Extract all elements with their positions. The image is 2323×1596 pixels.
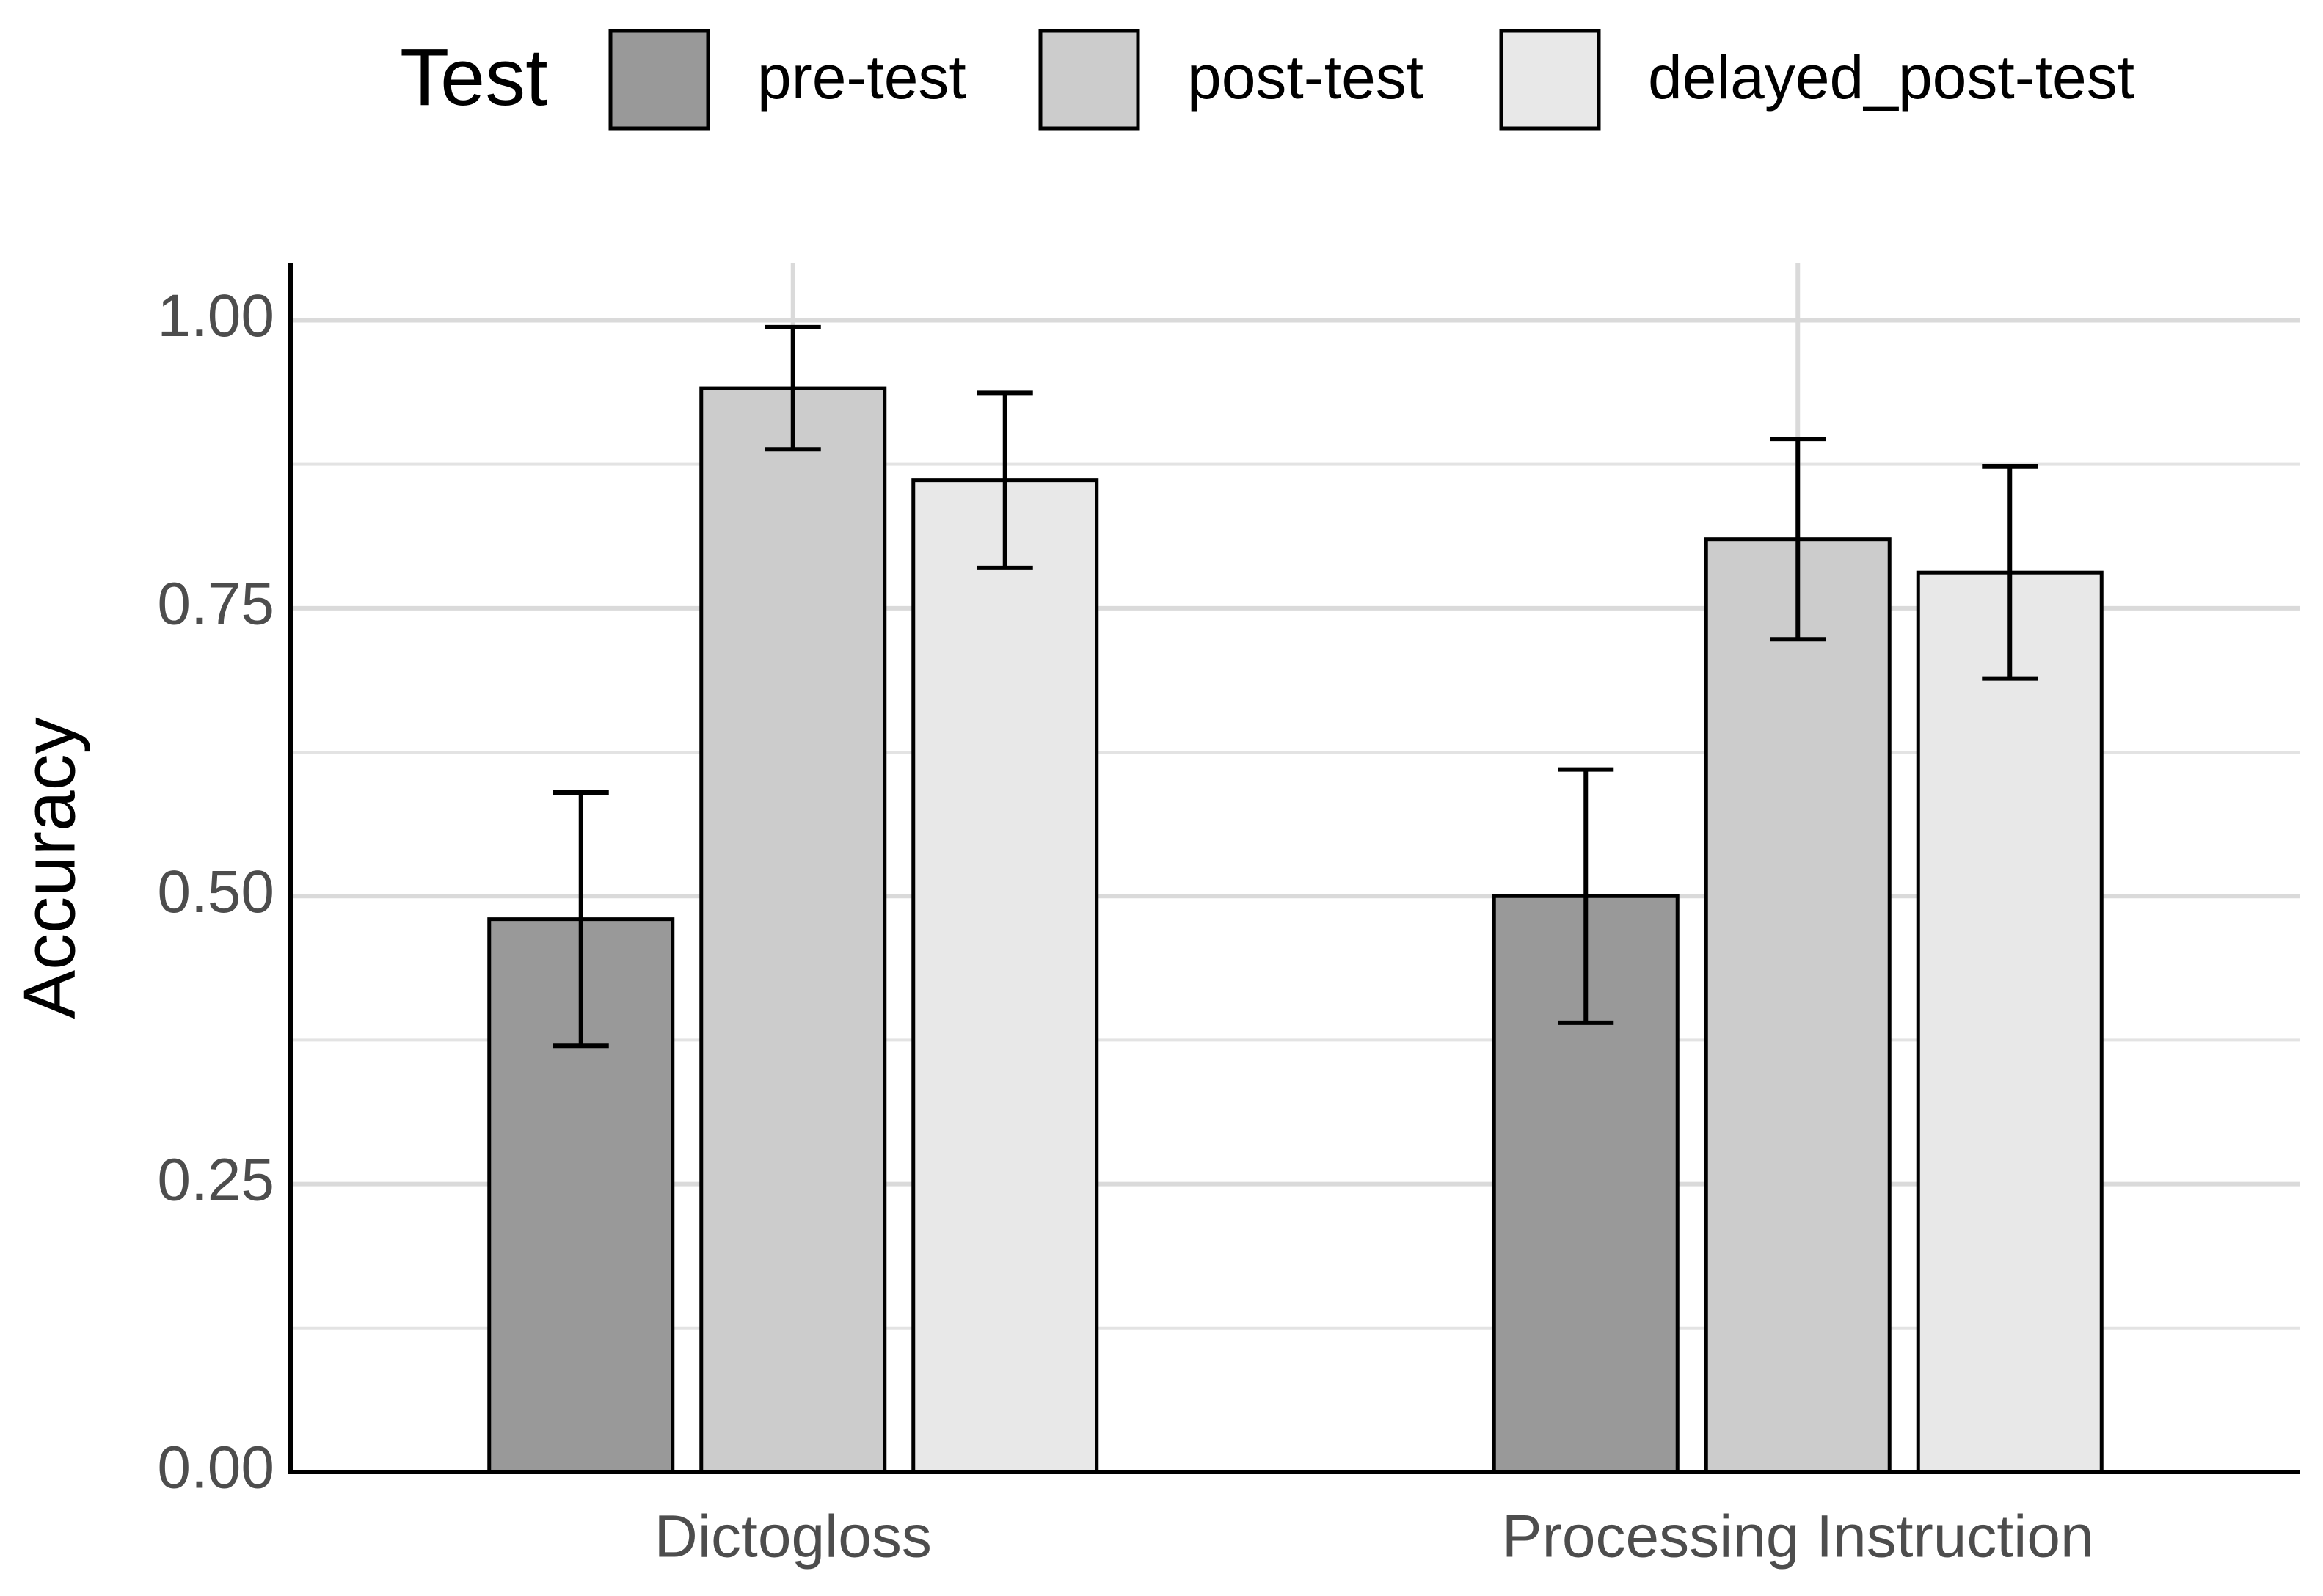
error-bar: [977, 390, 1033, 570]
error-bar: [1558, 767, 1614, 1025]
error-bar: [1982, 464, 2038, 681]
legend-label: post-test: [1187, 43, 1423, 112]
y-tick-label: 0.00: [157, 1435, 274, 1501]
legend-key: [1038, 29, 1140, 131]
y-tick-label: 0.50: [157, 859, 274, 925]
x-tick-label: Processing Instruction: [1502, 1504, 2094, 1570]
x-tick-label: Dictogloss: [654, 1504, 932, 1570]
error-bar: [1770, 437, 1826, 642]
bar: [1916, 570, 2104, 1474]
y-axis-title: Accuracy: [8, 717, 90, 1019]
error-bar: [765, 324, 821, 452]
bar: [1704, 537, 1892, 1474]
bar: [699, 386, 887, 1474]
y-tick-label: 0.75: [157, 571, 274, 638]
legend-label: pre-test: [757, 43, 966, 112]
error-bar: [553, 790, 609, 1049]
y-tick-label: 0.25: [157, 1146, 274, 1213]
y-tick-label: 1.00: [157, 283, 274, 349]
legend-label: delayed_post-test: [1648, 43, 2134, 112]
legend-title: Test: [400, 32, 548, 123]
legend-key: [608, 29, 710, 131]
bar: [911, 478, 1099, 1474]
legend-key: [1499, 29, 1601, 131]
